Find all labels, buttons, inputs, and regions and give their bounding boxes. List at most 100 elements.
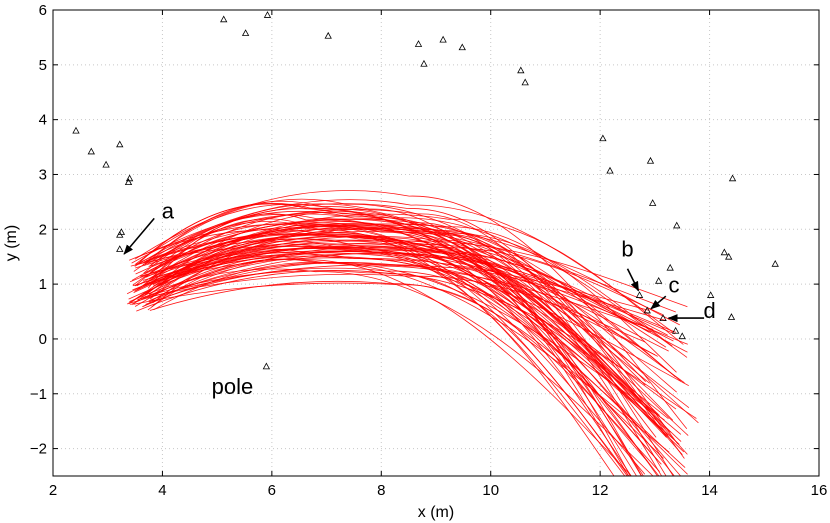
x-tick-label: 2 [49, 482, 57, 499]
landmark-point [87, 147, 95, 155]
landmark-point [72, 126, 80, 134]
trajectory-line [147, 258, 670, 453]
x-tick-label: 6 [268, 482, 276, 499]
y-tick-label: 1 [39, 276, 47, 293]
trajectory-line [152, 255, 632, 476]
y-tick-label: 6 [39, 2, 47, 19]
landmark-point [263, 11, 272, 18]
landmark-point [439, 35, 447, 43]
trajectory-line [143, 270, 697, 419]
x-tick-label: 4 [158, 482, 166, 499]
landmark-point [124, 178, 133, 186]
annotations: a b cd pole [123, 198, 716, 399]
trajectory-line [135, 248, 615, 476]
annotation-label: a [162, 198, 175, 223]
trajectory-line [145, 218, 663, 476]
landmark-point [720, 248, 729, 256]
landmark-point [517, 66, 525, 74]
landmark-point [771, 259, 779, 267]
landmark-point [671, 326, 680, 334]
y-tick-label: −2 [30, 441, 47, 458]
trajectory-line [145, 233, 630, 476]
trajectory-line [134, 190, 688, 430]
trajectory-line [135, 240, 667, 348]
plot-frame [52, 9, 820, 477]
landmark-point [725, 252, 733, 260]
trajectory-line [143, 200, 650, 384]
landmark-point [414, 40, 423, 47]
y-tick-label: 5 [39, 57, 47, 74]
landmark-point [727, 313, 736, 320]
trajectory-line [135, 231, 667, 476]
trajectory-line [147, 213, 688, 353]
trajectory-line [134, 253, 671, 433]
annotation-label: d [703, 298, 715, 323]
trajectory-line [129, 268, 654, 476]
trajectory-line [143, 257, 662, 465]
landmark-point [458, 43, 466, 51]
trajectory-line [128, 238, 677, 333]
trajectory-line [148, 203, 644, 476]
landmark-point [521, 78, 529, 86]
trajectory-line [151, 211, 688, 358]
trajectory-bundle [126, 190, 699, 476]
y-tick-label: 3 [39, 166, 47, 183]
landmark-point [324, 31, 332, 39]
trajectory-line [153, 261, 654, 330]
trajectory-line [142, 262, 682, 476]
landmark-point [116, 245, 124, 252]
trajectory-line [148, 213, 684, 345]
trajectory-line [153, 239, 688, 455]
trajectory-line [133, 282, 660, 472]
landmark-point [659, 314, 667, 322]
annotation-arrow [123, 217, 155, 255]
x-tick-label: 8 [377, 482, 385, 499]
x-tick-label: 14 [701, 482, 718, 499]
y-tick-label: 2 [39, 221, 47, 238]
trajectory-line [128, 242, 664, 316]
trajectory-line [134, 223, 626, 476]
x-tick-label: 12 [592, 482, 609, 499]
landmark-point [643, 306, 651, 314]
trajectory-line [134, 199, 673, 333]
y-tick-label: 4 [39, 112, 47, 129]
trajectory-line [126, 252, 689, 387]
landmark-point [116, 140, 124, 148]
landmark-point [220, 15, 228, 23]
trajectory-line [145, 267, 682, 435]
landmark-point [655, 276, 663, 284]
landmark-point [728, 174, 737, 182]
trajectory-line [132, 227, 646, 475]
y-tick-label: −1 [30, 386, 47, 403]
landmark-point [666, 263, 674, 271]
trajectory-line [130, 245, 686, 468]
trajectory-line [149, 243, 688, 345]
y-tick-label: 0 [39, 331, 47, 348]
landmark-point [116, 230, 124, 238]
trajectory-line [151, 252, 657, 438]
landmark-point [706, 291, 715, 298]
landmark-point [241, 29, 250, 36]
landmark-point [648, 199, 657, 206]
annotation-label: b [621, 237, 633, 262]
landmark-point [262, 362, 271, 370]
landmark-point [102, 160, 110, 168]
trajectory-line [131, 203, 685, 459]
trajectory-line [135, 209, 674, 476]
x-axis-label: x (m) [418, 504, 454, 521]
trajectory-line [149, 280, 664, 459]
landmark-point [646, 156, 655, 164]
landmark-point [673, 221, 681, 229]
trajectory-line [137, 273, 646, 343]
trajectory-line [138, 202, 669, 436]
trajectory-line [129, 229, 669, 352]
x-tick-label: 16 [811, 482, 828, 499]
trajectory-line [130, 251, 683, 455]
landmark-point [606, 166, 614, 174]
annotation-arrow [626, 268, 640, 292]
trajectory-line [133, 247, 648, 462]
y-axis-label: y (m) [3, 225, 20, 261]
landmark-point [420, 59, 428, 67]
